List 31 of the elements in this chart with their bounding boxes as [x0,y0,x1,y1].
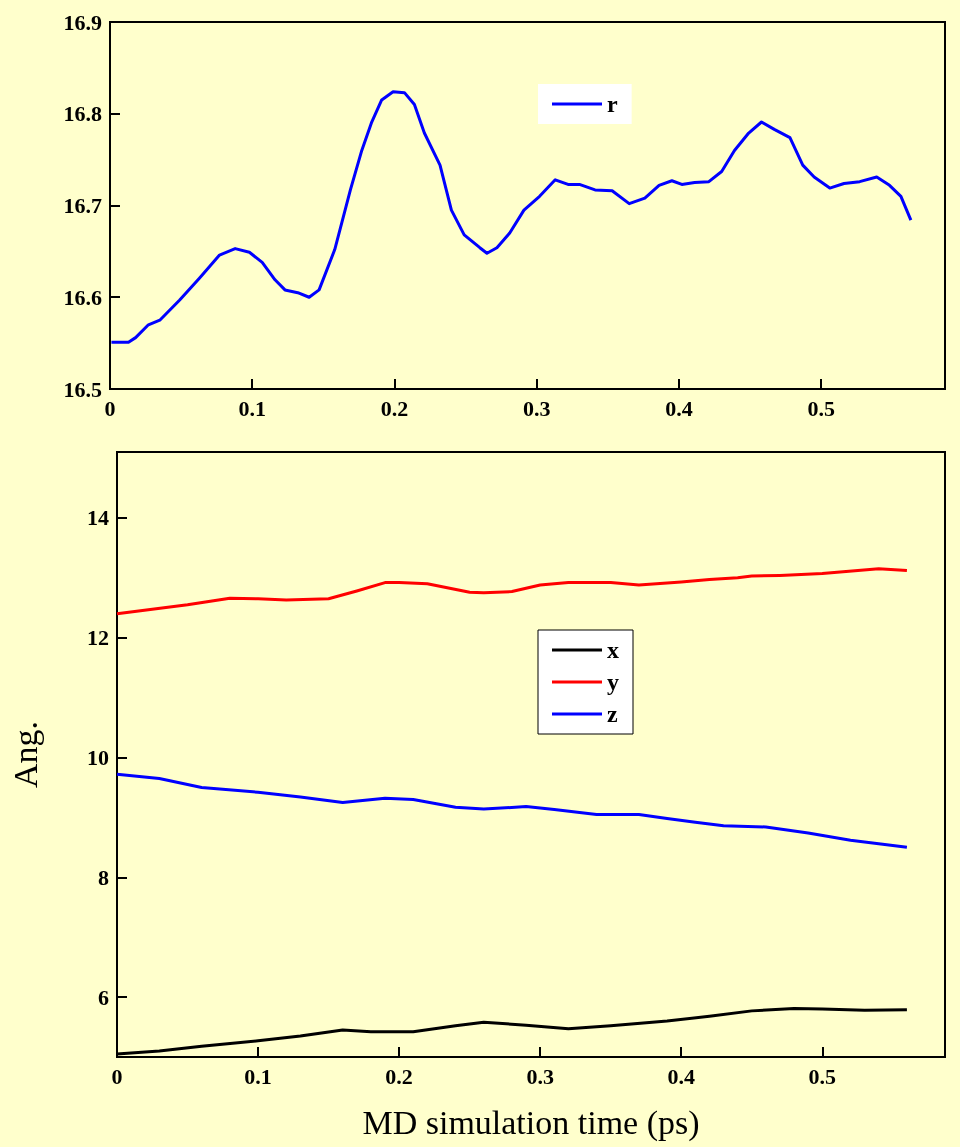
y-axis-title: Ang. [6,720,44,789]
legend-label: x [607,637,619,663]
line-series [109,90,913,344]
y-tick-label: 10 [87,744,109,770]
x-tick-label: 0.3 [523,395,551,421]
y-tick-label: 14 [87,505,109,531]
x-tick-label: 0.2 [385,1063,413,1089]
y-tick-label: 12 [87,625,109,651]
line-series [115,567,909,616]
y-tick-label: 16.7 [63,193,102,218]
x-tick-label: 0 [111,1063,123,1089]
legend-label: y [607,669,619,695]
x-tick-label: 0.4 [665,395,693,421]
y-tick-label: 8 [98,864,109,890]
y-tick-label: 16.6 [63,284,102,310]
x-tick-label: 0.5 [807,395,835,421]
x-tick-label: 0.4 [667,1063,695,1089]
x-tick-label: 0.3 [526,1063,554,1089]
x-tick-label: 0.2 [380,395,409,421]
y-tick-label: 16.8 [63,101,102,127]
legend-label: r [607,91,618,117]
y-tick-label: 16.9 [63,9,102,35]
x-tick-label: 0.1 [244,1063,272,1089]
x-tick-label: 0.1 [238,395,266,421]
y-tick-label: 6 [98,984,109,1010]
x-axis-title: MD simulation time (ps) [362,1103,700,1142]
line-series [115,772,909,849]
legend-label: z [607,701,618,727]
x-tick-label: 0 [104,395,116,421]
x-tick-label: 0.5 [808,1063,837,1089]
y-tick-label: 16.5 [63,376,102,402]
